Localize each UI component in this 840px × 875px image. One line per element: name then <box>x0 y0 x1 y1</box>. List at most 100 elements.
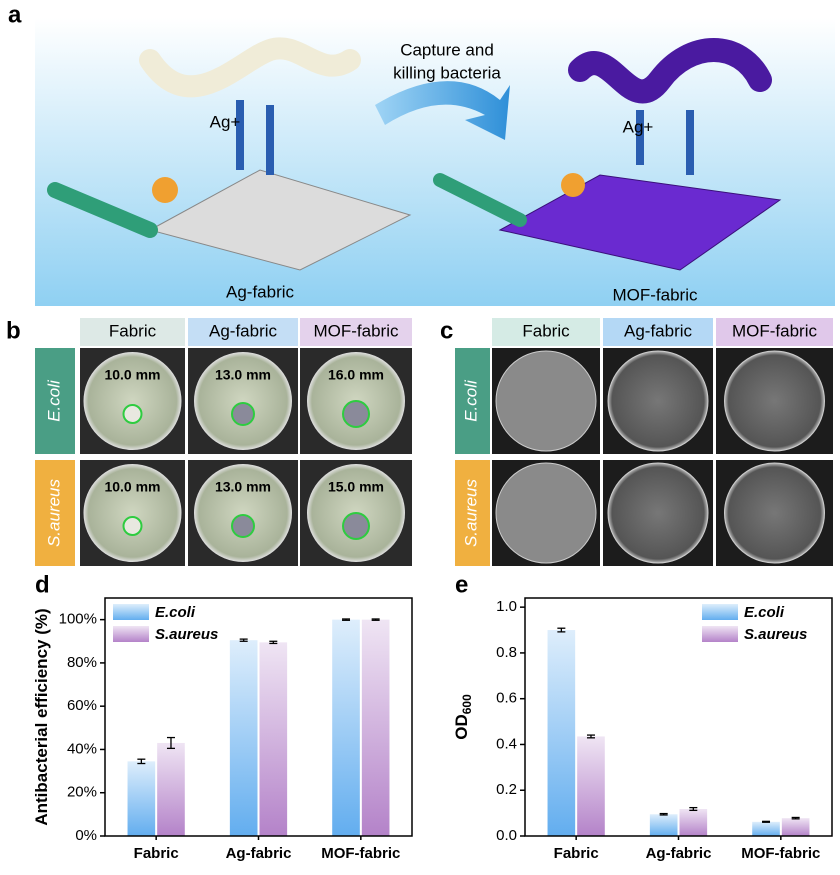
error-bar <box>137 758 146 765</box>
legend-label: S.aureus <box>155 626 218 643</box>
bar <box>577 736 605 836</box>
bar <box>157 742 185 836</box>
x-tick-label: Ag-fabric <box>226 845 292 862</box>
ion-arrow <box>236 100 694 175</box>
petri-dish <box>495 350 597 452</box>
y-tick-label: 20% <box>67 784 97 801</box>
bar <box>547 630 576 836</box>
panel-a: a Capture and killing bacteria Ag+ Ag+ A… <box>8 1 835 306</box>
zone-diameter: 13.0 mm <box>215 367 271 383</box>
y-tick-label: 0% <box>75 827 97 844</box>
column-header-text: MOF-fabric <box>314 321 400 340</box>
bacterium <box>47 182 158 238</box>
legend-swatch <box>113 604 149 620</box>
petri-dish <box>194 464 292 562</box>
bar <box>649 814 678 836</box>
column-header <box>80 318 185 346</box>
fabric-label: Ag-fabric <box>226 282 295 301</box>
ag-fabric-sheet <box>148 169 412 271</box>
caption-line: Capture and <box>400 40 494 59</box>
error-bar <box>166 736 175 750</box>
bar <box>752 821 780 836</box>
sample-disc <box>231 514 255 538</box>
sample-disc <box>342 400 370 428</box>
y-axis-label-text: OD <box>452 714 471 740</box>
sample-disc <box>342 512 370 540</box>
legend-label: S.aureus <box>744 626 807 643</box>
row-header <box>455 348 490 454</box>
y-tick-label: 0.6 <box>496 690 517 707</box>
row-header-text: S.aureus <box>461 478 480 547</box>
legend-swatch <box>702 604 738 620</box>
legend-swatch <box>113 626 149 642</box>
zone-diameter: 16.0 mm <box>328 367 384 383</box>
error-bar <box>342 618 351 621</box>
panel-label: d <box>35 571 50 598</box>
x-tick-label: Fabric <box>554 845 599 862</box>
zone-diameter: 15.0 mm <box>328 479 384 495</box>
petri-dish <box>724 462 825 564</box>
row-header-text: E.coli <box>44 379 63 422</box>
process-arrow <box>375 81 510 140</box>
error-bar <box>791 816 800 820</box>
sample-disc <box>231 402 255 426</box>
bacterium <box>561 173 585 197</box>
x-tick-label: MOF-fabric <box>741 845 820 862</box>
y-tick-label: 60% <box>67 697 97 714</box>
row-header-text: E.coli <box>461 379 480 422</box>
zone-diameter: 13.0 mm <box>215 479 271 495</box>
column-header <box>492 318 600 346</box>
y-tick-label: 80% <box>67 654 97 671</box>
column-header <box>188 318 298 346</box>
column-header-text: MOF-fabric <box>732 321 818 340</box>
petri-dish <box>607 350 709 452</box>
x-tick-label: Fabric <box>134 845 179 862</box>
plot-frame <box>524 597 833 837</box>
column-header <box>716 318 833 346</box>
column-header <box>603 318 713 346</box>
panel-label: e <box>455 571 468 598</box>
row-header <box>35 348 75 454</box>
petri-dish <box>83 464 182 562</box>
y-tick-label: 0.8 <box>496 644 517 661</box>
ion-label: Ag+ <box>210 112 241 131</box>
y-tick-label: 0.0 <box>496 827 517 844</box>
y-tick-label: 100% <box>59 611 97 628</box>
y-tick-label: 40% <box>67 740 97 757</box>
bar <box>332 619 360 836</box>
petri-dish <box>724 350 825 452</box>
y-tick-label: 1.0 <box>496 598 517 615</box>
bar <box>229 640 258 836</box>
bar <box>781 818 810 836</box>
y-axis-label: Antibacterial efficiency (%) <box>32 608 51 825</box>
column-header-text: Fabric <box>109 321 157 340</box>
petri-dish <box>83 352 182 450</box>
ion-label: Ag+ <box>623 117 654 136</box>
fabric-label: MOF-fabric <box>613 285 699 304</box>
zone-diameter: 10.0 mm <box>104 479 160 495</box>
sample-disc <box>122 516 143 536</box>
panel-label: b <box>6 317 21 344</box>
plot-frame <box>104 597 413 837</box>
bacterium <box>152 177 178 203</box>
error-bar <box>762 820 771 823</box>
panel-c: c Fabric Ag-fabric MOF-fabric E.coli S.aureu… <box>440 317 833 566</box>
panel-label: a <box>8 1 22 28</box>
column-header <box>300 318 412 346</box>
zone-diameter: 10.0 mm <box>104 367 160 383</box>
error-bar <box>689 806 698 812</box>
panel-b: b Fabric Ag-fabric MOF-fabric E.coli 10.0 mm… <box>6 317 412 566</box>
row-header-text: S.aureus <box>44 478 63 547</box>
legend-swatch <box>702 626 738 642</box>
row-header <box>35 460 75 566</box>
petri-dish <box>607 462 709 564</box>
x-tick-label: MOF-fabric <box>321 845 400 862</box>
y-tick-label: 0.4 <box>496 735 517 752</box>
bar <box>127 761 156 836</box>
sample-disc <box>122 404 143 424</box>
error-bar <box>269 640 278 645</box>
y-axis-label-subscript: 600 <box>460 694 474 714</box>
ag-fiber <box>139 37 361 98</box>
legend-label: E.coli <box>744 604 785 621</box>
